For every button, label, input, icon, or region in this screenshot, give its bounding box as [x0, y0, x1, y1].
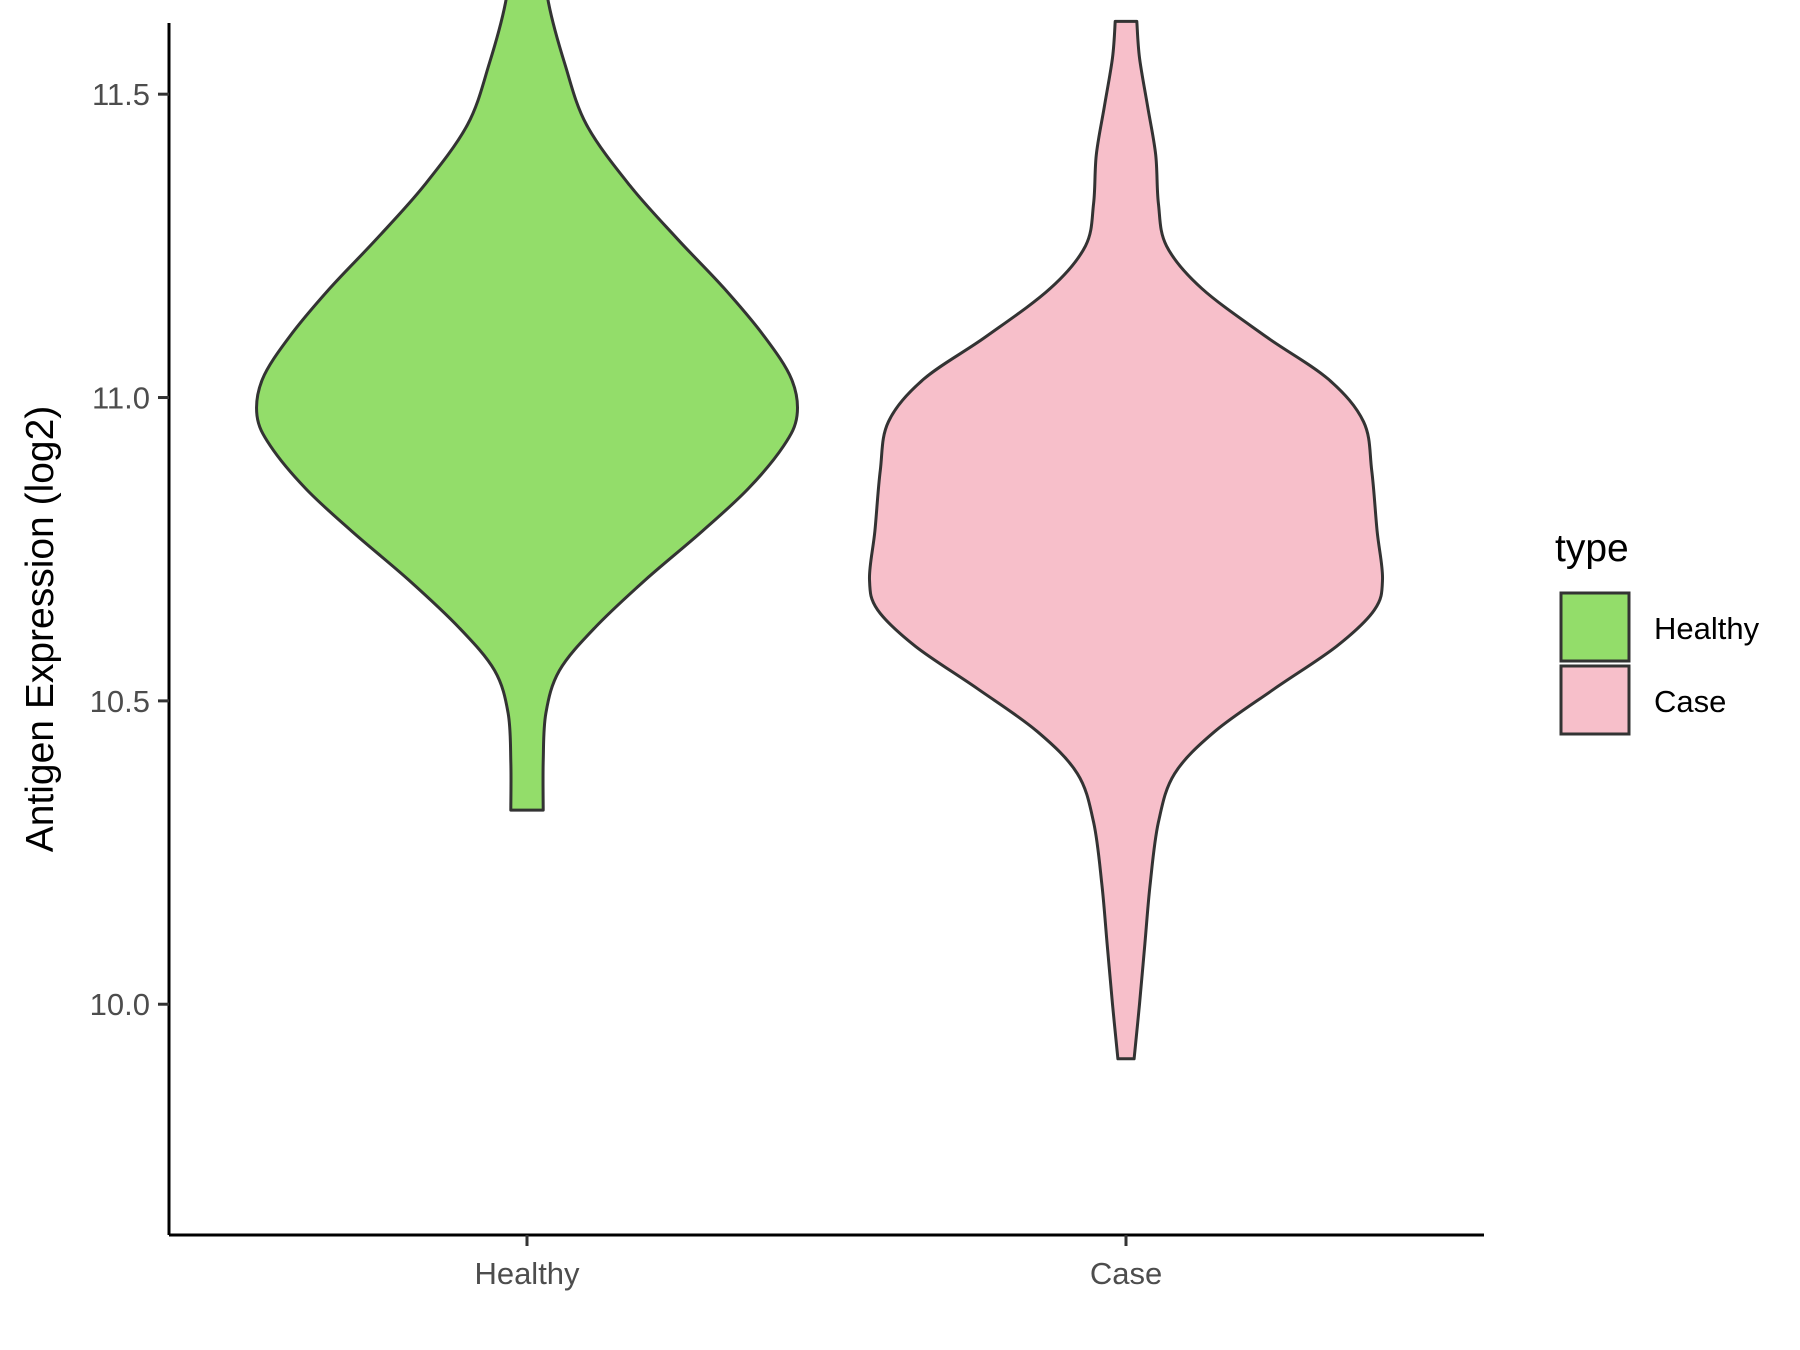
y-axis-ticks: 10.0 10.5 11.0 11.5: [90, 77, 169, 1022]
y-tick-label: 11.5: [92, 77, 150, 112]
legend-label-healthy: Healthy: [1654, 611, 1760, 646]
legend-key-case: [1559, 664, 1631, 736]
violin-case: [867, 19, 1385, 1061]
y-tick-label: 10.5: [90, 684, 150, 719]
y-tick-label: 10.0: [90, 987, 150, 1022]
violin-healthy: [255, 0, 800, 812]
y-tick-label: 11.0: [92, 381, 150, 416]
legend-label-case: Case: [1654, 684, 1726, 719]
violin-layer: [255, 0, 1385, 1061]
x-tick-label: Healthy: [474, 1256, 580, 1291]
x-tick-label: Case: [1090, 1256, 1162, 1291]
y-axis-title: Antigen Expression (log2): [19, 406, 62, 853]
legend-key-healthy: [1559, 591, 1631, 663]
legend-title: type: [1555, 527, 1629, 570]
legend: type Healthy Case: [1555, 527, 1760, 736]
x-axis-ticks: Healthy Case: [474, 1235, 1162, 1291]
